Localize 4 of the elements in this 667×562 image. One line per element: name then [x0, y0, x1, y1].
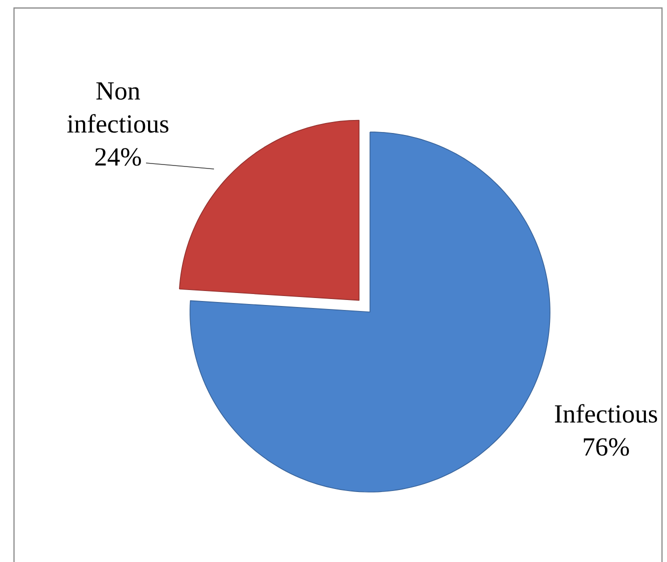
- slice-label: Infectious: [554, 404, 658, 423]
- slice-label: Non infectious: [67, 82, 168, 133]
- data-label: 76%: [584, 438, 629, 456]
- data-label: 24%: [95, 148, 141, 166]
